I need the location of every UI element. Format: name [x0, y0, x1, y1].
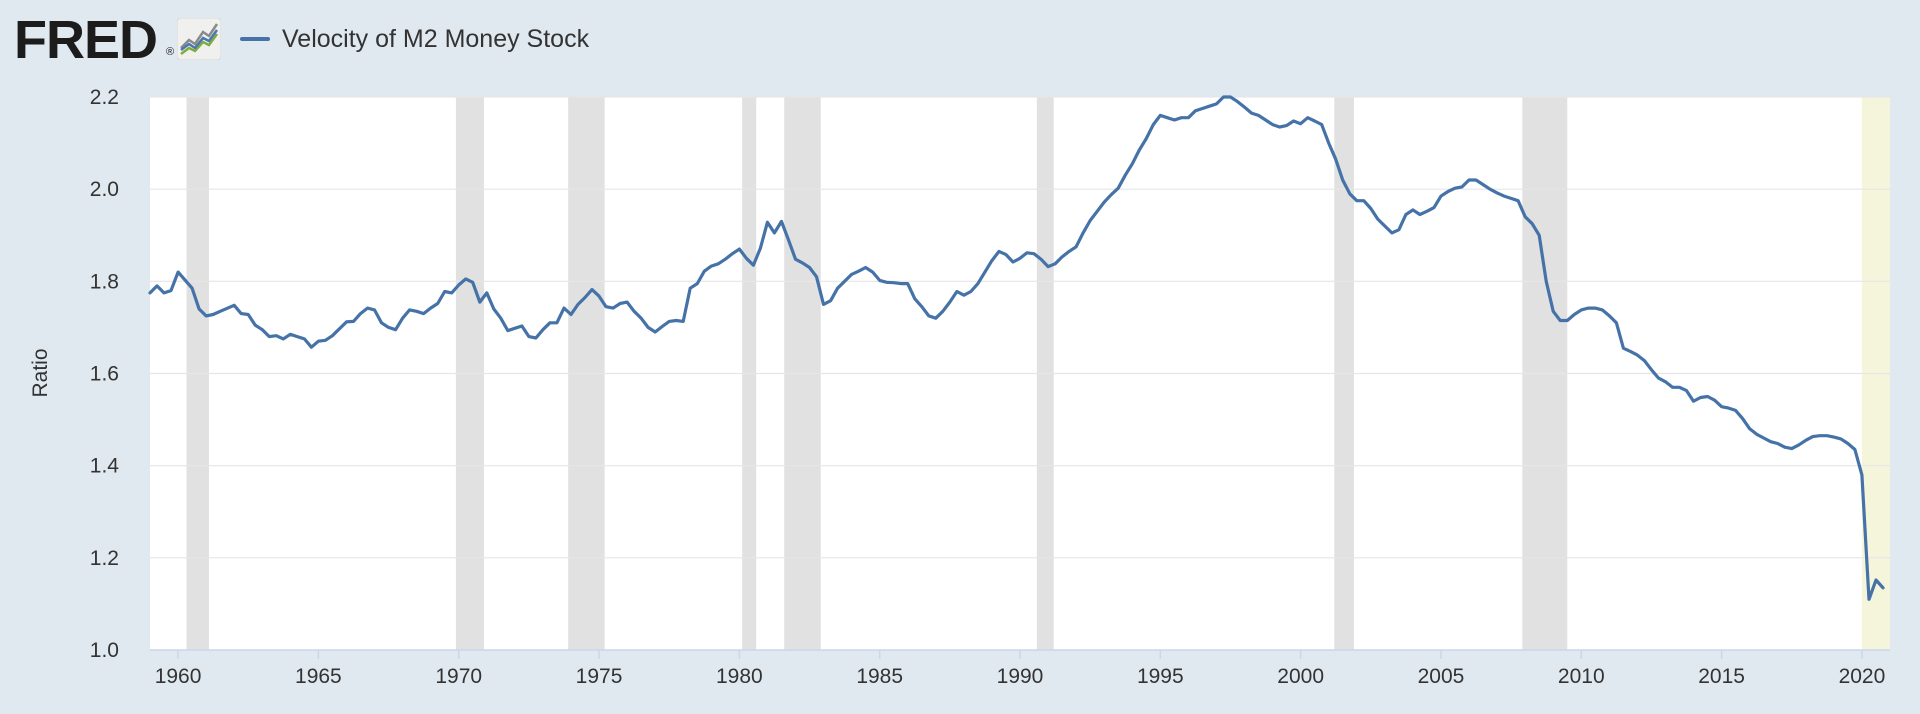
y-tick-label-1.4: 1.4: [90, 455, 120, 478]
y-tick-label-2.0: 2.0: [90, 178, 119, 201]
legend-label: Velocity of M2 Money Stock: [282, 24, 590, 53]
x-tick-label-2000: 2000: [1277, 665, 1324, 688]
x-tick-label-1965: 1965: [295, 665, 342, 688]
series-line-0[interactable]: [148, 95, 1885, 601]
series-layer: [148, 95, 1885, 601]
chart-header: FRED ® Velocity of M2 Money Stock: [0, 0, 1920, 80]
x-tick-label-2020: 2020: [1839, 665, 1886, 688]
y-tick-label-1.2: 1.2: [90, 547, 119, 570]
x-axis: 1960 1965 1970 1975 1980 1985 1990 1995 2000 2005…: [150, 649, 1890, 688]
gridlines: [150, 96, 1890, 559]
x-tick-label-1995: 1995: [1137, 665, 1184, 688]
line-chart-icon: [177, 18, 221, 60]
registered-mark: ®: [166, 46, 175, 58]
x-tick-label-1970: 1970: [435, 665, 482, 688]
x-tick-label-1980: 1980: [716, 665, 763, 688]
y-axis: 1.0 1.2 1.4 1.6 1.8 2.0 2.2: [90, 86, 120, 662]
x-tick-label-1985: 1985: [856, 665, 903, 688]
fred-logo[interactable]: FRED: [14, 10, 158, 70]
x-tick-label-1960: 1960: [155, 665, 202, 688]
y-tick-label-1.0: 1.0: [90, 639, 119, 662]
x-tick-label-2005: 2005: [1418, 665, 1465, 688]
legend[interactable]: Velocity of M2 Money Stock: [240, 22, 589, 56]
y-tick-label-2.2: 2.2: [90, 86, 119, 109]
y-axis-label: Ratio: [29, 348, 52, 397]
y-tick-label-1.8: 1.8: [90, 270, 119, 293]
x-tick-label-1990: 1990: [997, 665, 1044, 688]
x-tick-label-2010: 2010: [1558, 665, 1605, 688]
y-tick-label-1.6: 1.6: [90, 363, 119, 386]
x-tick-label-2015: 2015: [1698, 665, 1745, 688]
x-tick-label-1975: 1975: [576, 665, 623, 688]
legend-swatch: [240, 37, 270, 41]
